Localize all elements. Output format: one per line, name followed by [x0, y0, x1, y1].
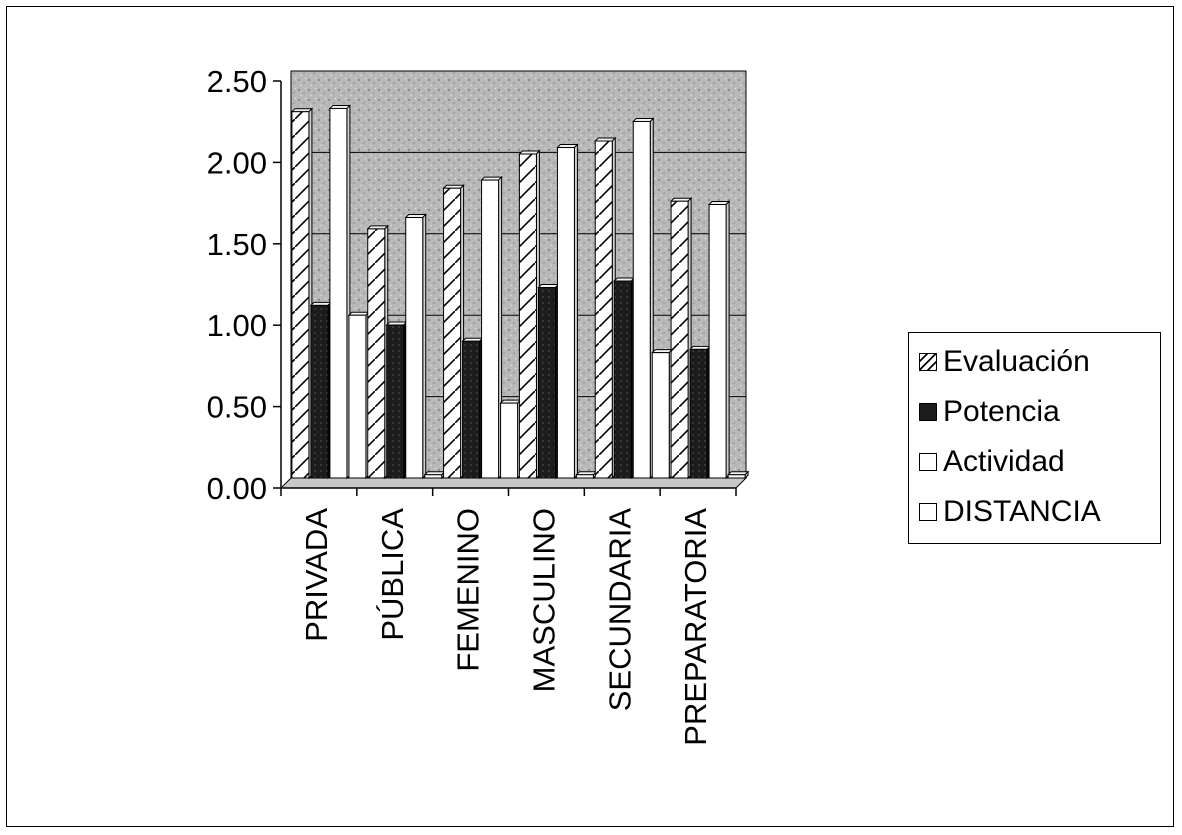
- x-tick-label: SECUNDARIA: [602, 508, 637, 712]
- legend-swatch: [919, 453, 937, 471]
- legend: Evaluación Potencia Actividad DISTANCIA: [908, 332, 1161, 544]
- legend-label: Evaluación: [943, 345, 1090, 378]
- legend-swatch: [919, 353, 937, 371]
- legend-item-potencia: Potencia: [919, 387, 1160, 437]
- y-tick-label: 0.00: [207, 471, 267, 506]
- bar-actividad-pública: [404, 213, 427, 480]
- bar-actividad-preparatoria: [707, 200, 731, 480]
- bar-potencia-preparatoria: [688, 345, 712, 480]
- legend-item-evaluación: Evaluación: [919, 337, 1160, 387]
- bar-actividad-masculino: [556, 143, 579, 480]
- bar-potencia-masculino: [537, 283, 560, 480]
- x-tick-label: PREPARATORIA: [678, 508, 713, 746]
- x-tick-label: PRIVADA: [299, 508, 334, 642]
- y-tick-label: 0.50: [207, 390, 267, 425]
- bar-actividad-privada: [328, 104, 352, 480]
- bar-distancia-secundaria: [651, 348, 674, 480]
- x-tick-label: FEMENINO: [451, 508, 486, 672]
- bar-evaluación-privada: [290, 107, 314, 480]
- legend-label: Potencia: [943, 395, 1060, 428]
- bar-potencia-femenino: [461, 337, 484, 480]
- bar-evaluación-secundaria: [594, 136, 617, 480]
- legend-swatch: [919, 403, 937, 421]
- y-tick-label: 1.00: [207, 308, 267, 343]
- bar-potencia-secundaria: [613, 276, 636, 480]
- x-tick-label: PÚBLICA: [375, 508, 410, 641]
- y-tick-label: 2.00: [207, 145, 267, 180]
- legend-label: DISTANCIA: [943, 495, 1101, 528]
- bar-potencia-privada: [309, 301, 333, 480]
- bar-evaluación-pública: [366, 224, 389, 480]
- x-tick-label: MASCULINO: [526, 508, 561, 692]
- bar-evaluación-masculino: [518, 149, 541, 480]
- bar-distancia-masculino: [575, 470, 598, 480]
- bar-actividad-secundaria: [632, 117, 655, 480]
- plot-floor: [279, 477, 748, 489]
- bar-potencia-pública: [385, 320, 408, 480]
- bar-distancia-femenino: [499, 398, 522, 480]
- bar-distancia-pública: [423, 470, 446, 480]
- legend-item-distancia: DISTANCIA: [919, 487, 1160, 537]
- bar-chart: 0.00 0.50 1.00 1.50 2.00 2.50 PRIVADA PÚBLICA FE…: [207, 64, 750, 746]
- chart-frame: 0.00 0.50 1.00 1.50 2.00 2.50 PRIVADA PÚBLICA FE…: [6, 6, 1174, 827]
- legend-swatch: [919, 503, 937, 521]
- y-tick-label: 2.50: [207, 64, 267, 99]
- bar-distancia-privada: [347, 310, 371, 480]
- legend-label: Actividad: [943, 445, 1065, 478]
- y-tick-label: 1.50: [207, 227, 267, 262]
- bar-distancia-preparatoria: [726, 470, 750, 480]
- bar-evaluación-femenino: [442, 184, 465, 480]
- legend-item-actividad: Actividad: [919, 437, 1160, 487]
- bar-evaluación-preparatoria: [669, 197, 693, 480]
- bar-actividad-femenino: [480, 175, 503, 480]
